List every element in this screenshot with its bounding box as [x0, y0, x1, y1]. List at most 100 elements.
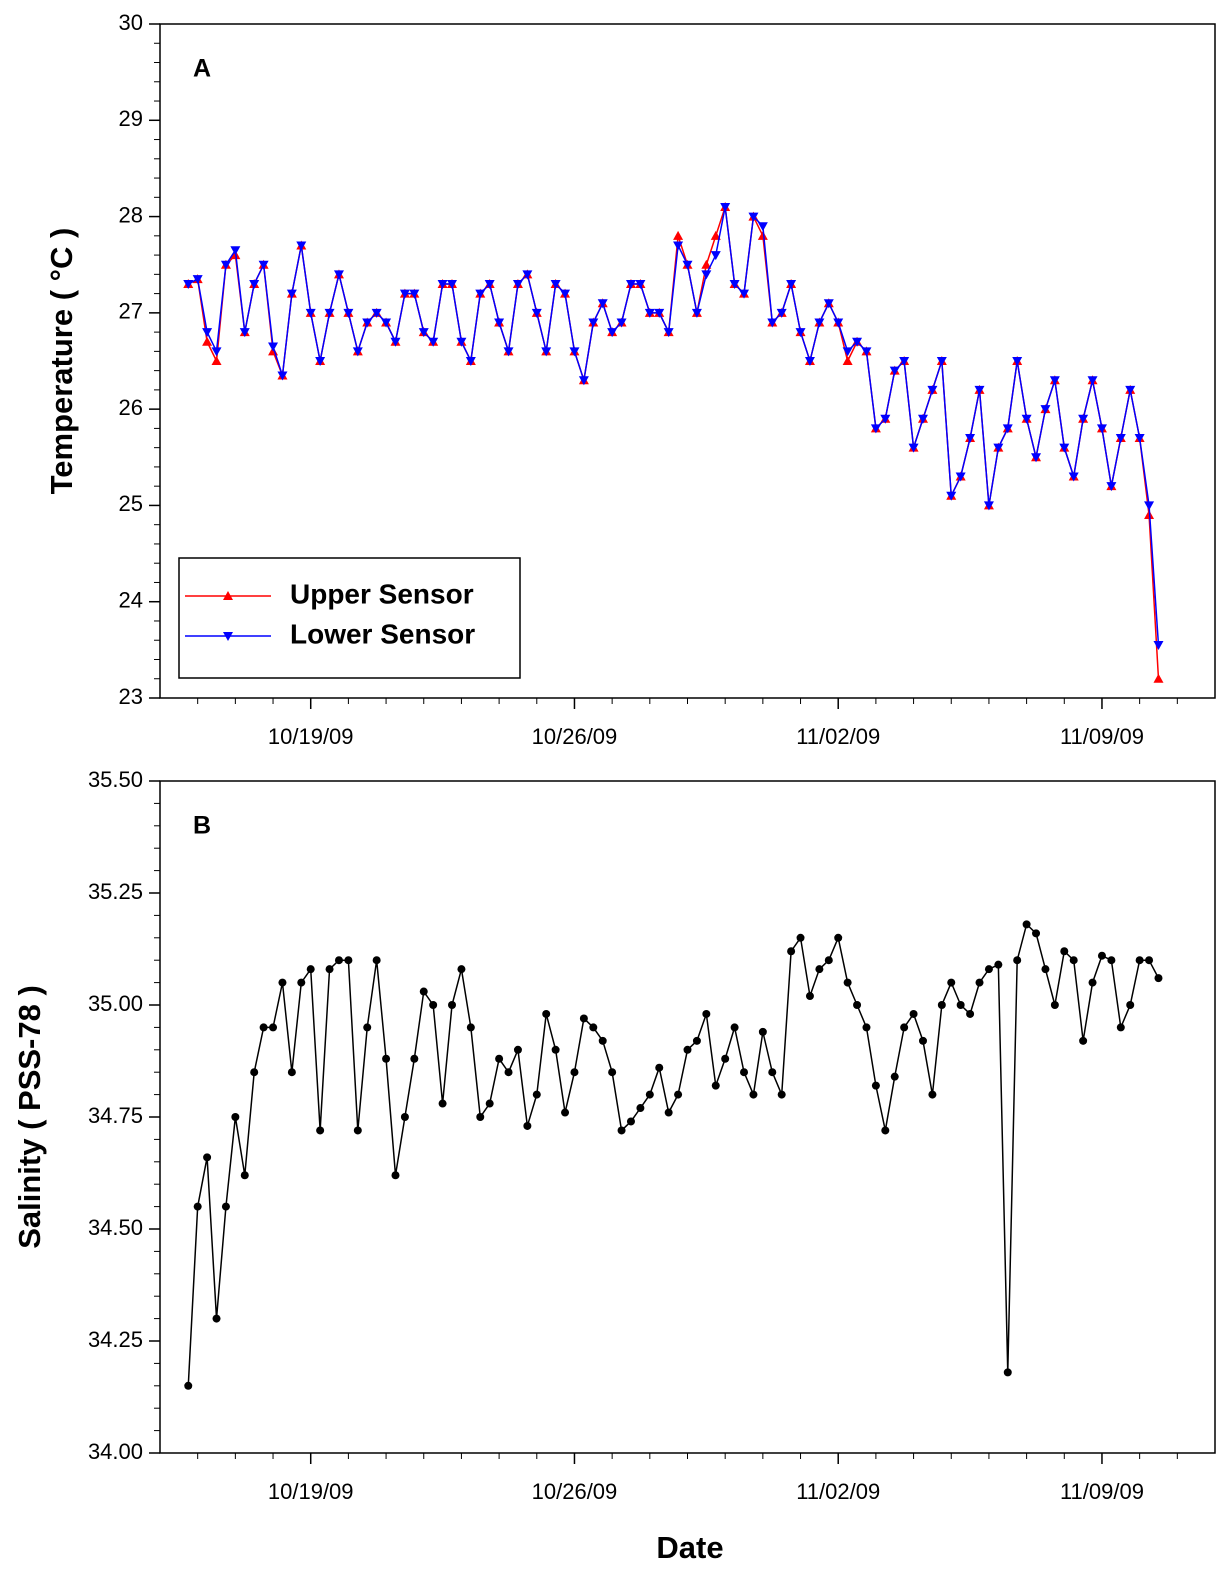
data-point [362, 318, 373, 328]
data-point [1013, 956, 1022, 965]
data-point [710, 251, 721, 261]
data-point [757, 230, 768, 240]
data-point [353, 1126, 362, 1135]
data-point [495, 1054, 504, 1063]
x-tick-label: 10/26/09 [532, 724, 618, 749]
data-point [691, 308, 702, 318]
y-tick-label: 34.25 [88, 1327, 143, 1352]
data-point [560, 289, 571, 299]
x-tick-label: 11/02/09 [796, 1479, 880, 1504]
data-point [993, 443, 1004, 453]
data-point [1032, 929, 1041, 938]
data-point [597, 299, 608, 309]
y-tick-label: 24 [119, 588, 143, 613]
series-line [187, 922, 1160, 1386]
data-point [315, 357, 326, 366]
data-point [1126, 1001, 1135, 1009]
data-point [852, 337, 863, 347]
data-point [739, 289, 750, 299]
data-point [230, 246, 241, 256]
data-point [202, 328, 213, 338]
data-point [890, 1072, 899, 1081]
data-point [193, 1202, 202, 1211]
data-point [664, 1108, 673, 1117]
data-point [683, 1045, 692, 1054]
legend-label: Upper Sensor [290, 578, 474, 609]
data-point [438, 1099, 447, 1108]
data-point [203, 1153, 212, 1162]
data-point [823, 299, 834, 309]
data-point [437, 279, 448, 289]
data-point [777, 1090, 786, 1099]
legend-marker [223, 591, 233, 600]
data-point [184, 1381, 193, 1390]
data-point [966, 1009, 975, 1018]
data-point [833, 318, 844, 328]
data-point [701, 270, 712, 280]
data-point [1153, 673, 1164, 683]
data-point [391, 1171, 400, 1180]
data-point [956, 1001, 965, 1009]
data-point [1087, 376, 1098, 386]
data-point [531, 308, 542, 318]
data-point [1002, 424, 1013, 434]
data-point [710, 230, 721, 240]
data-point [569, 347, 580, 357]
y-tick-label: 35.25 [88, 879, 143, 904]
data-point [221, 1202, 230, 1211]
data-point [608, 1068, 617, 1077]
data-point [730, 1023, 739, 1032]
data-point [787, 947, 796, 956]
data-point [663, 328, 674, 338]
data-point [390, 337, 401, 347]
legend-marker [223, 632, 233, 641]
data-point [305, 308, 316, 318]
data-point [503, 347, 514, 357]
x-tick-label: 11/09/09 [1060, 1479, 1144, 1504]
data-point [1153, 641, 1164, 651]
data-point [758, 1027, 767, 1036]
data-point [532, 1090, 541, 1099]
data-point [588, 318, 599, 328]
data-point [333, 270, 344, 280]
series-line [187, 206, 1160, 646]
data-point [428, 337, 439, 347]
data-point [842, 356, 853, 365]
data-point [250, 1068, 259, 1077]
data-point [343, 308, 354, 318]
x-tick-label: 11/09/09 [1060, 724, 1144, 749]
data-point [448, 1001, 457, 1009]
data-point [900, 1023, 909, 1032]
data-point [523, 1121, 532, 1130]
data-point [749, 1090, 758, 1099]
y-tick-label: 34.50 [88, 1215, 143, 1240]
data-point [249, 279, 260, 289]
data-point [258, 260, 269, 270]
data-point [259, 1023, 268, 1032]
data-point [768, 1068, 777, 1077]
data-point [1040, 405, 1051, 415]
data-point [918, 1036, 927, 1045]
y-tick-label: 29 [119, 106, 143, 131]
data-point [729, 279, 740, 289]
data-point [1078, 414, 1089, 424]
data-point [880, 414, 891, 424]
data-point [504, 1068, 513, 1077]
x-axis-title: Date [656, 1530, 723, 1565]
y-tick-label: 35.50 [88, 767, 143, 792]
data-point [1059, 443, 1070, 453]
data-point [748, 212, 759, 222]
data-point [578, 376, 589, 386]
y-tick-label: 28 [119, 202, 143, 227]
data-point [429, 1001, 438, 1009]
data-point [862, 1023, 871, 1032]
data-point [1096, 424, 1107, 434]
data-point [325, 965, 334, 974]
y-tick-label: 23 [119, 684, 143, 709]
data-point [220, 260, 231, 270]
data-point [570, 1068, 579, 1077]
data-point [211, 347, 222, 357]
data-point [702, 1009, 711, 1018]
data-point [815, 965, 824, 974]
